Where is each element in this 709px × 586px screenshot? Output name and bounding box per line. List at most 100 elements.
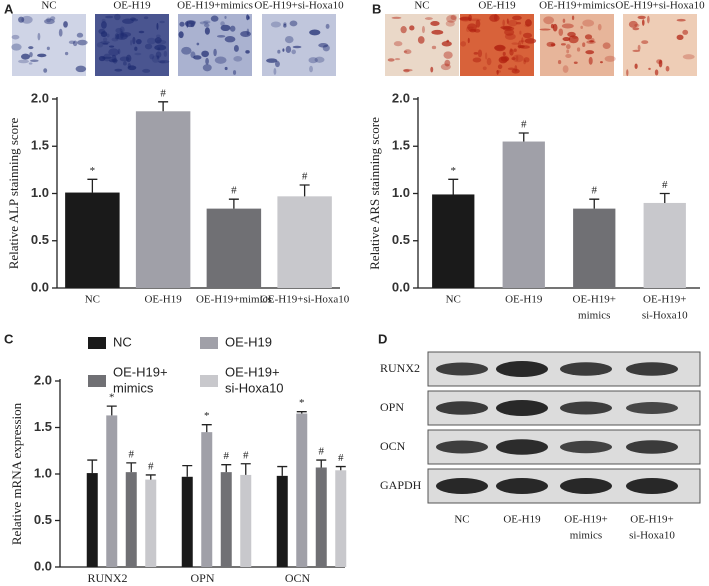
photo-texture <box>500 56 510 62</box>
blot-lane-label: si-Hoxa10 <box>629 530 675 542</box>
y-tick-label: 1.5 <box>34 419 52 434</box>
photo-texture <box>285 45 292 54</box>
bar <box>220 472 232 567</box>
photo-texture <box>585 50 595 55</box>
error-bar <box>299 184 310 197</box>
photo-texture <box>562 37 571 42</box>
photo-texture <box>142 68 151 73</box>
photo-texture <box>283 23 287 28</box>
photo-texture <box>550 23 555 29</box>
bar <box>502 141 545 288</box>
photo-texture <box>580 25 583 29</box>
photo-texture <box>37 32 41 41</box>
photo-texture <box>565 53 572 59</box>
error-bar <box>221 464 232 473</box>
photo-texture <box>308 57 318 64</box>
legend-swatch <box>200 337 218 349</box>
photo-texture <box>584 34 593 40</box>
blot-band <box>436 478 488 494</box>
photo-texture <box>72 40 78 47</box>
photo-texture <box>37 53 47 58</box>
photo-texture <box>521 37 524 45</box>
bar <box>181 476 193 567</box>
photo-texture <box>64 51 69 56</box>
blot-band <box>560 401 612 415</box>
photo-texture <box>205 57 209 65</box>
photo-texture <box>394 58 401 61</box>
bar <box>573 208 616 288</box>
annotation: # <box>243 449 249 461</box>
photo-texture <box>29 51 33 58</box>
photo-texture <box>600 61 603 64</box>
photo-texture <box>103 53 112 62</box>
photo-texture <box>111 37 119 42</box>
photo-texture <box>445 20 455 27</box>
legend-swatch <box>88 337 106 349</box>
photo-texture <box>224 15 227 19</box>
photo-texture <box>143 16 149 20</box>
photo-texture <box>155 39 167 45</box>
error-bar <box>448 178 459 195</box>
x-tick-label: RUNX2 <box>87 571 127 585</box>
photo-texture <box>511 68 520 74</box>
photo-texture <box>109 45 115 48</box>
photo-texture <box>513 48 517 53</box>
photo-texture <box>130 39 133 46</box>
photo-label: OE-H19+mimics <box>177 0 253 12</box>
photo-texture <box>21 53 30 60</box>
photo-texture <box>266 58 278 63</box>
panel-letter: D <box>378 331 387 346</box>
annotation: * <box>451 165 457 177</box>
error-bar <box>316 459 327 468</box>
bar <box>335 470 347 567</box>
photo-texture <box>119 56 130 62</box>
y-tick-label: 0.0 <box>31 279 49 294</box>
x-tick-label: NC <box>446 294 461 306</box>
photo-texture <box>274 60 280 68</box>
photo-texture <box>159 60 166 64</box>
bar <box>240 474 252 567</box>
photo-texture <box>493 14 498 22</box>
photo-texture <box>220 24 231 32</box>
photo-texture <box>146 37 156 45</box>
photo-texture <box>626 69 629 77</box>
photo-texture <box>539 28 551 31</box>
photo-texture <box>156 55 160 60</box>
bar <box>135 111 191 288</box>
annotation: # <box>662 179 668 191</box>
annotation: # <box>592 185 598 197</box>
blot-band <box>496 361 548 377</box>
photo-texture <box>50 16 56 21</box>
y-tick-label: 0.5 <box>31 232 49 247</box>
error-bar <box>240 463 251 475</box>
photo-texture <box>514 65 518 72</box>
y-tick-label: 0.5 <box>34 512 52 527</box>
blot-band <box>560 440 612 454</box>
photo-texture <box>562 65 569 73</box>
blot-lane-label: NC <box>454 514 469 526</box>
photo-texture <box>430 66 434 73</box>
photo-texture <box>409 25 415 31</box>
photo-texture <box>159 20 165 24</box>
blot-row-label: OCN <box>380 439 406 453</box>
photo-texture <box>582 19 595 27</box>
photo-texture <box>291 49 296 55</box>
photo-texture <box>676 34 684 41</box>
photo-texture <box>119 26 125 34</box>
annotation: # <box>160 87 166 99</box>
photo-texture <box>114 13 121 21</box>
bar <box>296 413 308 567</box>
photo-texture <box>309 65 313 73</box>
y-tick-label: 1.5 <box>31 138 49 153</box>
annotation: # <box>338 452 344 464</box>
photo-texture <box>641 19 645 26</box>
photo-texture <box>393 41 403 47</box>
x-tick-label: OCN <box>285 571 311 585</box>
x-tick-label: mimics <box>578 310 610 322</box>
annotation: * <box>299 397 305 409</box>
photo-texture <box>417 36 425 44</box>
photo-texture <box>130 17 136 21</box>
photo-texture <box>157 47 161 51</box>
photo-texture <box>582 42 586 48</box>
